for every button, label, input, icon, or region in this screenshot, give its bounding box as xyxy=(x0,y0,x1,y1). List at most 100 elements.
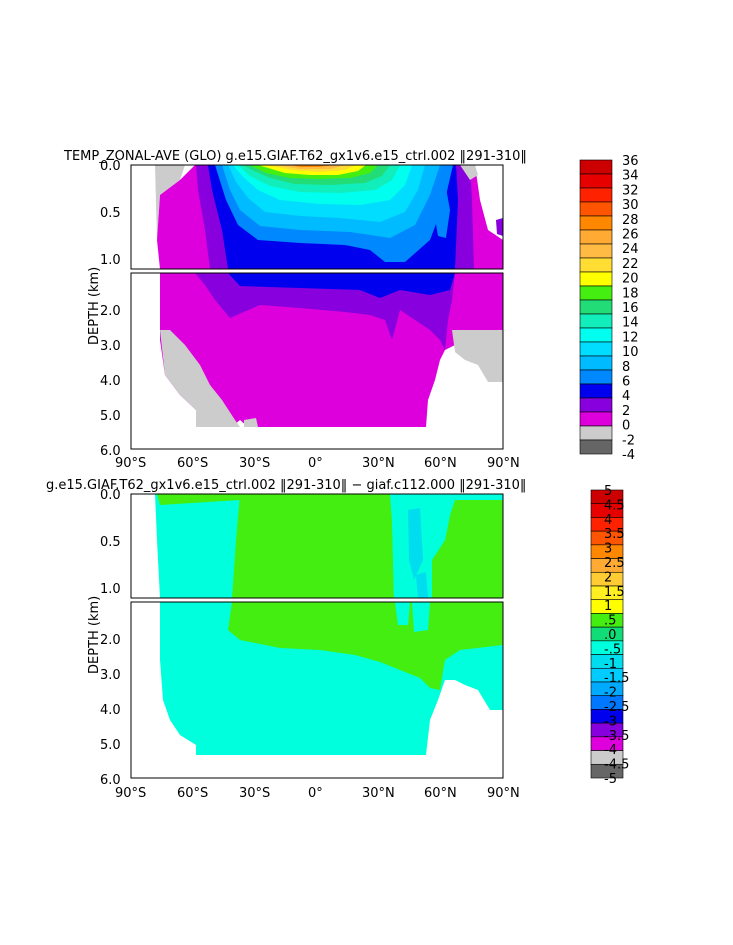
colorbar-swatch xyxy=(579,341,613,357)
colorbar-label: .5 xyxy=(604,614,616,629)
colorbar-swatch xyxy=(579,369,613,385)
colorbar-label: 2 xyxy=(622,404,630,419)
colorbar-label: 20 xyxy=(622,272,639,287)
colorbar-label: -1 xyxy=(604,657,617,672)
colorbar-label: 4.5 xyxy=(604,498,625,513)
bottom-xtick-2: 30°S xyxy=(239,786,270,801)
colorbar-label: 1 xyxy=(604,599,612,614)
top-xtick-2: 30°S xyxy=(239,456,270,471)
colorbar-label: 18 xyxy=(622,286,639,301)
colorbar-label: -2.5 xyxy=(604,700,629,715)
colorbar-label: 10 xyxy=(622,345,639,360)
bottom-colorbar: 54.543.532.521.51.5.0-.5-1-1.5-2-2.5-3-3… xyxy=(590,484,629,787)
bottom-x-axis: 90°S 60°S 30°S 0° 30°N 60°N 90°N xyxy=(115,786,520,801)
colorbar-label: 5 xyxy=(604,484,612,499)
colorbar-label: -5 xyxy=(604,772,617,787)
colorbar-swatch xyxy=(579,187,613,203)
bottom-ytick-2: 1.0 xyxy=(100,582,121,597)
bottom-ytick-6: 5.0 xyxy=(100,738,121,753)
colorbar-label: 16 xyxy=(622,301,639,316)
bottom-y-axis: 0.0 0.5 1.0 2.0 3.0 4.0 5.0 6.0 DEPTH (k… xyxy=(87,488,121,788)
colorbar-label: 12 xyxy=(622,330,639,345)
colorbar-swatch xyxy=(579,285,613,301)
bottom-xtick-3: 0° xyxy=(308,786,323,801)
bottom-ytick-3: 2.0 xyxy=(100,633,121,648)
bottom-ytick-0: 0.0 xyxy=(100,488,121,503)
top-ytick-4: 3.0 xyxy=(100,339,121,354)
colorbar-label: -4 xyxy=(604,743,617,758)
colorbar-label: 24 xyxy=(622,242,639,257)
colorbar-label: 1.5 xyxy=(604,585,625,600)
top-ylabel: DEPTH (km) xyxy=(87,267,102,345)
colorbar-label: 36 xyxy=(622,154,639,169)
top-ytick-3: 2.0 xyxy=(100,304,121,319)
colorbar-label: 8 xyxy=(622,360,630,375)
colorbar-label: -4.5 xyxy=(604,758,629,773)
colorbar-label: -4 xyxy=(622,448,635,463)
colorbar-label: -2 xyxy=(604,686,617,701)
bottom-ytick-7: 6.0 xyxy=(100,773,121,788)
colorbar-swatch xyxy=(579,397,613,413)
top-ytick-5: 4.0 xyxy=(100,374,121,389)
colorbar-label: 0 xyxy=(622,419,630,434)
colorbar-swatch xyxy=(579,243,613,259)
colorbar-swatch xyxy=(579,327,613,343)
top-xtick-4: 30°N xyxy=(362,456,395,471)
colorbar-label: .0 xyxy=(604,628,616,643)
top-xtick-1: 60°S xyxy=(177,456,208,471)
bottom-panel: g.e15.GIAF.T62_gx1v6.e15_ctrl.002 ‖291-3… xyxy=(46,478,629,801)
bottom-xtick-0: 90°S xyxy=(115,786,146,801)
top-ytick-7: 6.0 xyxy=(100,444,121,459)
colorbar-label: -3.5 xyxy=(604,729,629,744)
bottom-ytick-1: 0.5 xyxy=(100,535,121,550)
colorbar-swatch xyxy=(579,229,613,245)
colorbar-label: 22 xyxy=(622,257,639,272)
colorbar-label: -1.5 xyxy=(604,671,629,686)
bottom-lower-plot xyxy=(130,601,504,779)
colorbar-swatch xyxy=(579,271,613,287)
top-upper-plot xyxy=(130,164,504,270)
colorbar-label: 34 xyxy=(622,169,639,184)
bottom-upper-plot xyxy=(130,493,504,599)
top-y-axis: 0.0 0.5 1.0 2.0 3.0 4.0 5.0 6.0 DEPTH (k… xyxy=(87,159,121,459)
colorbar-label: 4 xyxy=(622,389,630,404)
colorbar-swatch xyxy=(579,411,613,427)
top-ytick-0: 0.0 xyxy=(100,159,121,174)
top-x-axis: 90°S 60°S 30°S 0° 30°N 60°N 90°N xyxy=(115,456,520,471)
colorbar-label: 30 xyxy=(622,198,639,213)
top-ytick-1: 0.5 xyxy=(100,206,121,221)
bottom-ytick-4: 3.0 xyxy=(100,668,121,683)
colorbar-label: 2 xyxy=(604,570,612,585)
colorbar-swatch xyxy=(579,313,613,329)
bottom-xtick-6: 90°N xyxy=(487,786,520,801)
bottom-ytick-5: 4.0 xyxy=(100,703,121,718)
colorbar-swatch xyxy=(579,257,613,273)
top-xtick-3: 0° xyxy=(308,456,323,471)
colorbar-label: 3 xyxy=(604,542,612,557)
colorbar-label: -3 xyxy=(604,714,617,729)
colorbar-label: 26 xyxy=(622,228,639,243)
top-ytick-2: 1.0 xyxy=(100,253,121,268)
colorbar-label: -.5 xyxy=(604,642,621,657)
colorbar-label: 4 xyxy=(604,513,612,528)
colorbar-swatch xyxy=(579,173,613,189)
colorbar-swatch xyxy=(579,215,613,231)
bottom-xtick-4: 30°N xyxy=(362,786,395,801)
colorbar-swatch xyxy=(579,159,613,175)
colorbar-label: 28 xyxy=(622,213,639,228)
top-panel: TEMP_ZONAL-AVE (GLO) g.e15.GIAF.T62_gx1v… xyxy=(63,149,639,471)
top-title: TEMP_ZONAL-AVE (GLO) g.e15.GIAF.T62_gx1v… xyxy=(63,149,527,164)
colorbar-label: 3.5 xyxy=(604,527,625,542)
colorbar-swatch xyxy=(579,201,613,217)
top-xtick-6: 90°N xyxy=(487,456,520,471)
colorbar-label: 14 xyxy=(622,316,639,331)
top-xtick-0: 90°S xyxy=(115,456,146,471)
colorbar-label: 2.5 xyxy=(604,556,625,571)
colorbar-label: 6 xyxy=(622,375,630,390)
top-ytick-6: 5.0 xyxy=(100,409,121,424)
bottom-ylabel: DEPTH (km) xyxy=(87,596,102,674)
bottom-xtick-1: 60°S xyxy=(177,786,208,801)
top-lower-plot xyxy=(130,272,504,450)
colorbar-swatch xyxy=(579,355,613,371)
